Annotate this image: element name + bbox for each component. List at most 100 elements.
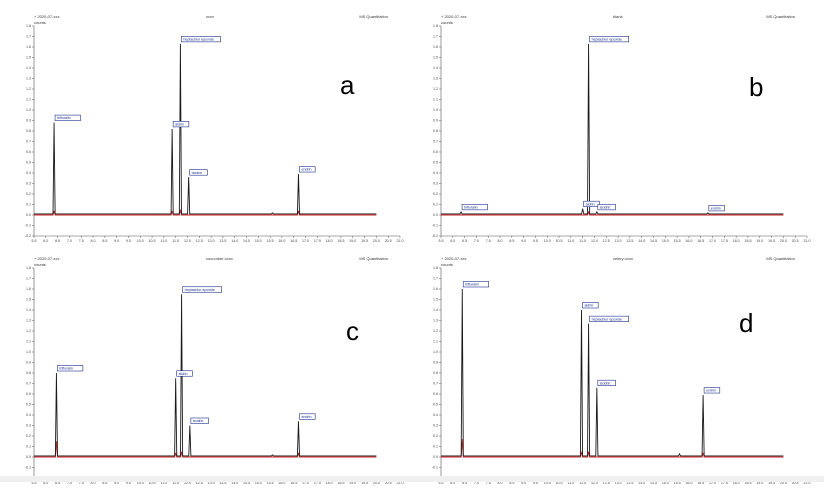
y-tick-label: 1.7 [433,277,438,281]
y-tick-label: 0.8 [433,371,438,375]
y-tick-label: 0.4 [433,171,438,175]
peak-label: trifluralin [54,114,81,121]
peak-label: heptachlor epoxide [181,36,221,43]
y-tick-label: 1.0 [433,108,438,112]
panel-header-center: xxxx [206,14,214,19]
peak-label-text: aldrin [586,202,595,206]
y-tick-label: 0.9 [433,361,438,365]
peak-label-text: aldrin [175,123,184,127]
x-tick-label: 7.5 [486,239,491,243]
y-tick-label: 1.5 [26,56,31,60]
peak-label: trifluralin [461,204,488,211]
y-tick-label: 1.3 [433,77,438,81]
x-tick-label: 10.5 [556,239,563,243]
x-tick-label: 15.5 [267,239,274,243]
peak-label-text: isodrin [600,205,611,209]
x-tick-label: 15.0 [662,239,669,243]
x-tick-label: 12.0 [591,239,598,243]
x-tick-label: 16.0 [278,239,285,243]
x-tick-label: 18.5 [337,239,344,243]
peak-label: aldrin [172,121,190,128]
peak-label-box [57,365,84,372]
y-tick-label: 0.7 [433,140,438,144]
x-tick-label: 8.5 [509,239,514,243]
peak-label: endrin [299,166,316,173]
peak-label-text: isodrin [600,381,611,385]
peak-label-text: heptachlor epoxide [183,37,213,41]
peak-label: isodrin [189,169,208,176]
peak-label-text: endrin [711,207,721,211]
panel-letter: c [346,316,359,346]
y-tick-label: 1.8 [433,24,438,28]
panel-header-left: + 2020-07-xxx [34,256,60,261]
y-tick-label: 1.0 [26,108,31,112]
x-tick-label: 21.0 [397,239,404,243]
peak-label: isodrin [597,204,616,211]
panel-header-right: MS Quantitation [359,14,388,19]
y-tick-label: 1.4 [433,308,438,312]
panel-header-right: MS Quantitation [359,256,388,261]
x-tick-label: 10.5 [149,239,156,243]
y-tick-label: 0.2 [433,192,438,196]
peak-label: heptachlor epoxide [589,315,629,322]
x-tick-label: 19.0 [349,239,356,243]
x-tick-label: 13.5 [219,239,226,243]
bottom-band [0,476,824,482]
y-tick-label: 1.1 [433,98,438,102]
x-tick-label: 20.0 [780,239,787,243]
x-tick-label: 11.0 [568,239,575,243]
chromatogram-plot: -0.2 -0.1 0.0 0.1 0.2 0.3 0.4 0.5 0.6 0.7 0.8 0.9 1.… [25,24,404,243]
y-tick-label: 1.2 [433,87,438,91]
y-tick-label: 1.7 [433,35,438,39]
peak-label-box [172,121,190,128]
peak-label-text: aldrin [584,304,593,308]
y-tick-label: 0.8 [26,129,31,133]
y-tick-label: 0.1 [433,445,438,449]
y-tick-label: -0.1 [25,466,31,470]
x-tick-label: 7.0 [474,239,479,243]
peak-label-box [299,413,316,420]
x-tick-label: 14.5 [243,239,250,243]
peak-label-box [189,169,208,176]
y-tick-label: 1.0 [433,350,438,354]
x-tick-label: 6.5 [462,239,467,243]
y-tick-label: 0.2 [433,434,438,438]
peak-label-box [299,166,316,173]
y-tick-label: 0.3 [433,424,438,428]
y-tick-label: 0.6 [26,392,31,396]
x-tick-label: 17.5 [721,239,728,243]
panel-header-left: + 2020-07-xxx [441,14,467,19]
y-tick-label: -0.2 [25,234,31,238]
y-tick-label: -0.1 [432,224,438,228]
y-tick-label: 1.1 [433,340,438,344]
y-tick-label: 0.3 [433,182,438,186]
y-tick-label: 0.7 [26,382,31,386]
x-tick-label: 11.0 [161,239,168,243]
peak-label: trifluralin [462,281,490,288]
y-tick-label: 1.2 [26,329,31,333]
y-tick-label: 1.7 [26,35,31,39]
peak-label-text: endrin [301,168,311,172]
x-tick-label: 13.0 [208,239,215,243]
peak-label-box [597,204,616,211]
series-line [34,294,377,457]
y-tick-label: 0.5 [433,161,438,165]
x-tick-label: 19.5 [768,239,775,243]
y-unit-label: counts [441,262,453,267]
x-tick-label: 12.0 [184,239,191,243]
peak-label: trifluralin [57,365,84,372]
panel-header-center: celery-xxxx [613,256,634,261]
series-line [34,441,377,458]
y-tick-label: 1.6 [26,45,31,49]
y-tick-label: 0.6 [433,150,438,154]
series-line [441,439,784,458]
y-tick-label: 0.4 [26,171,31,175]
x-tick-label: 17.5 [314,239,321,243]
y-tick-label: -0.1 [25,224,31,228]
x-tick-label: 15.5 [674,239,681,243]
peak-label-box [703,387,721,394]
x-tick-label: 15.0 [255,239,262,243]
peak-label-text: heptachlor epoxide [185,288,215,292]
x-tick-label: 18.0 [326,239,333,243]
y-tick-label: 0.0 [433,455,438,459]
